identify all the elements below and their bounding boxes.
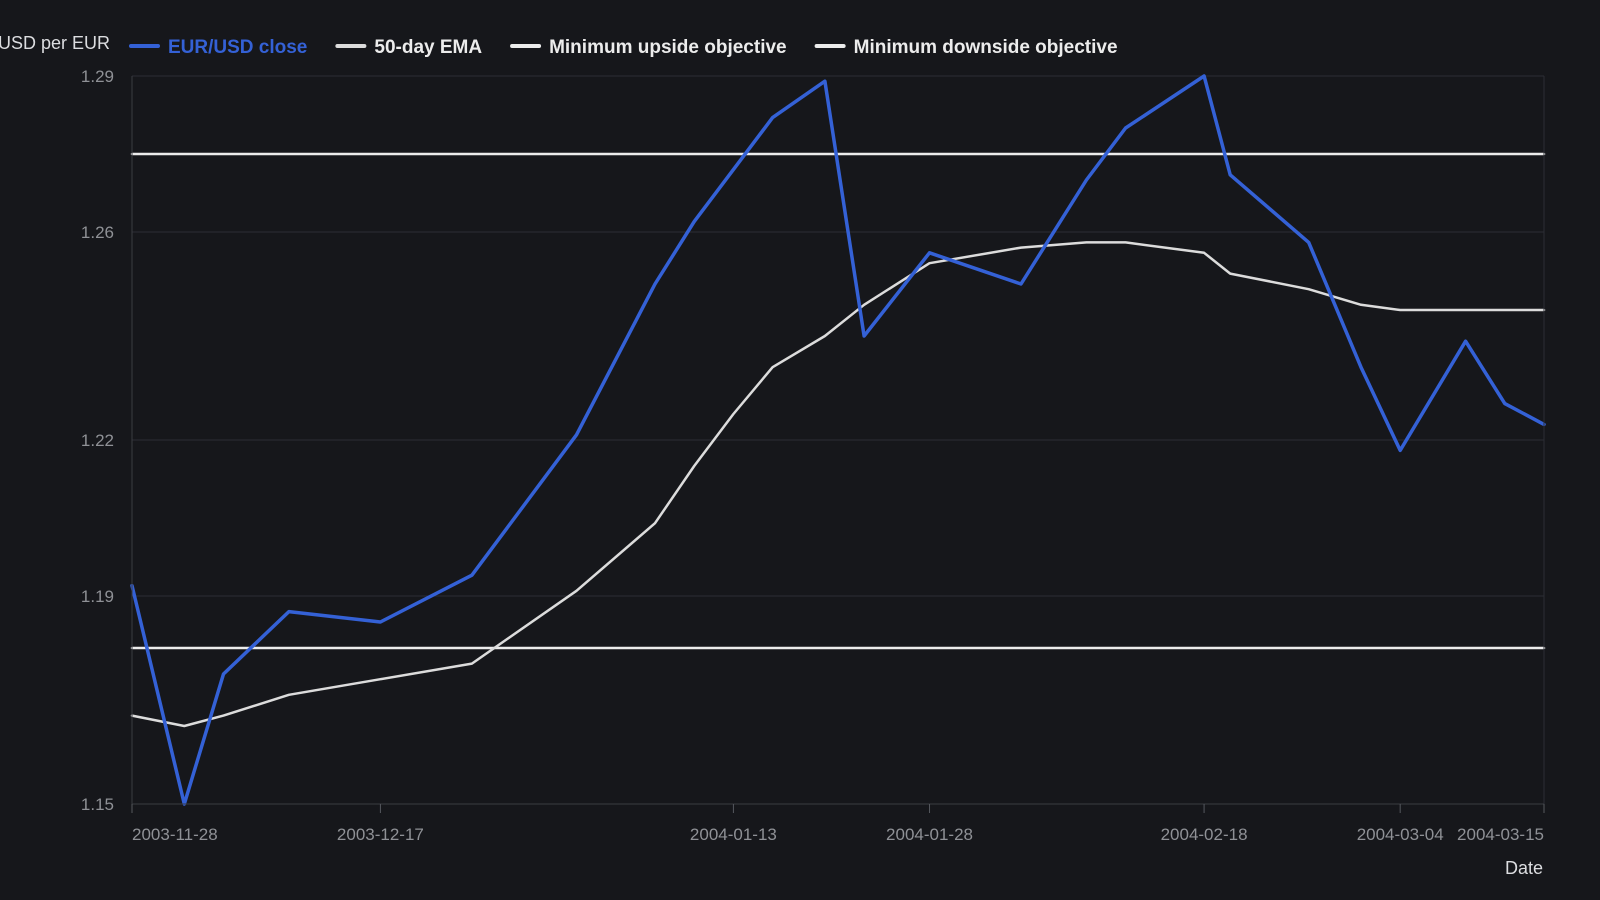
series-lines bbox=[130, 74, 1546, 806]
legend-label: Minimum upside objective bbox=[549, 37, 787, 58]
legend-label: EUR/USD close bbox=[168, 37, 307, 58]
legend-item[interactable]: 50-day EMA bbox=[335, 37, 482, 58]
y-tick-label: 1.15 bbox=[81, 795, 114, 814]
legend-item[interactable]: Minimum downside objective bbox=[814, 37, 1118, 58]
x-tick-label: 2003-12-17 bbox=[337, 825, 424, 844]
legend-label: Minimum downside objective bbox=[854, 37, 1118, 58]
series-line-eur-usd-close bbox=[130, 74, 1546, 806]
legend: EUR/USD close 50-day EMA Minimum upside ob… bbox=[129, 37, 1118, 58]
legend-item[interactable]: EUR/USD close bbox=[129, 37, 307, 58]
x-tick-label: 2004-02-18 bbox=[1161, 825, 1248, 844]
x-tick-label: 2004-01-13 bbox=[690, 825, 777, 844]
x-tick-label: 2003-11-28 bbox=[132, 825, 218, 844]
series-line-50-day-ema bbox=[130, 241, 1546, 728]
gridlines bbox=[132, 75, 1544, 805]
y-tick-label: 1.29 bbox=[81, 67, 114, 86]
legend-item[interactable]: Minimum upside objective bbox=[510, 37, 787, 58]
x-tick-label: 2004-01-28 bbox=[886, 825, 973, 844]
y-tick-label: 1.26 bbox=[81, 223, 114, 242]
y-tick-label: 1.22 bbox=[81, 431, 114, 450]
x-tick-label: 2004-03-04 bbox=[1357, 825, 1444, 844]
y-tick-label: 1.19 bbox=[81, 587, 114, 606]
legend-label: 50-day EMA bbox=[374, 37, 482, 58]
y-axis-title: USD per EUR bbox=[0, 33, 110, 53]
x-tick-label: 2004-03-15 bbox=[1457, 825, 1544, 844]
x-axis-title: Date bbox=[1505, 858, 1543, 878]
axes: 1.15 1.19 1.22 1.26 1.29 2003-11-28 2003-12-17… bbox=[81, 67, 1545, 844]
